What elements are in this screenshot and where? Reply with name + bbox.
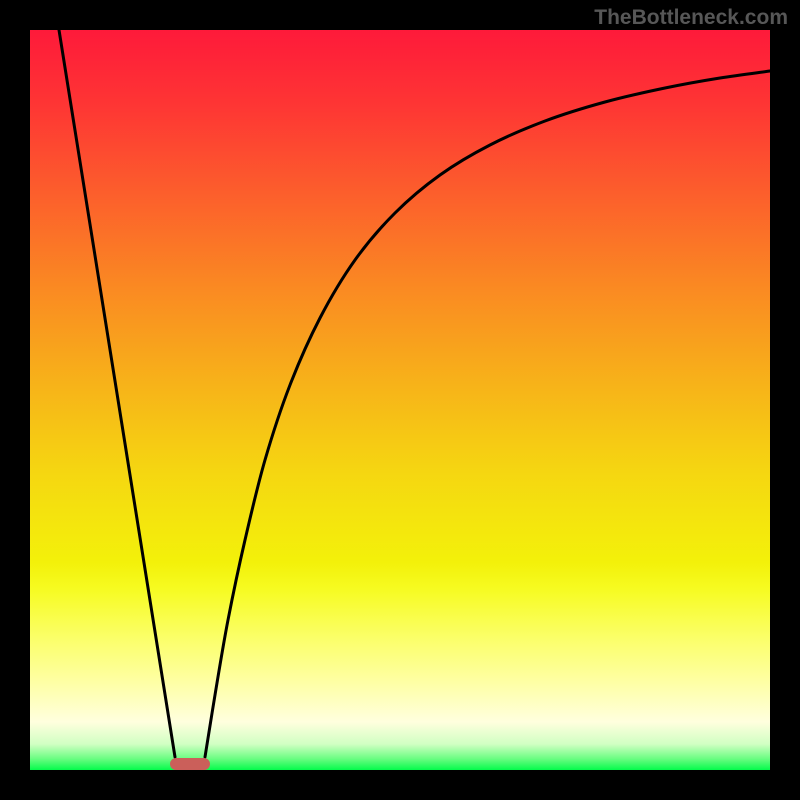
watermark-text: TheBottleneck.com [594, 6, 788, 30]
bottleneck-curve [0, 0, 800, 800]
optimal-marker [170, 758, 210, 770]
